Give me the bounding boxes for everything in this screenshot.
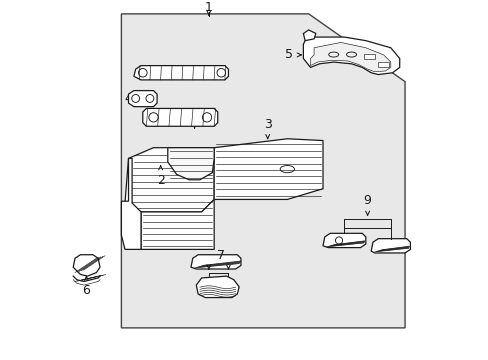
Polygon shape: [141, 199, 214, 249]
Text: 8: 8: [190, 109, 198, 122]
Polygon shape: [167, 148, 214, 180]
Polygon shape: [196, 276, 239, 298]
Polygon shape: [121, 158, 141, 249]
Text: 3: 3: [263, 118, 271, 131]
Polygon shape: [378, 62, 388, 67]
Polygon shape: [303, 37, 399, 75]
Polygon shape: [370, 239, 409, 253]
Polygon shape: [142, 108, 217, 126]
Polygon shape: [214, 139, 323, 199]
Polygon shape: [310, 42, 390, 72]
Polygon shape: [121, 14, 404, 328]
Text: 9: 9: [363, 194, 371, 207]
Text: 7: 7: [217, 249, 225, 262]
Text: 1: 1: [204, 1, 212, 14]
Polygon shape: [134, 66, 228, 80]
Polygon shape: [125, 148, 214, 212]
Polygon shape: [191, 255, 241, 269]
Text: 4: 4: [124, 92, 132, 105]
Polygon shape: [363, 54, 374, 59]
Text: 5: 5: [285, 48, 292, 62]
Polygon shape: [323, 233, 365, 248]
Polygon shape: [73, 255, 100, 276]
Polygon shape: [303, 30, 315, 41]
Polygon shape: [128, 91, 157, 107]
Text: 6: 6: [82, 284, 90, 297]
Text: 2: 2: [156, 174, 164, 187]
